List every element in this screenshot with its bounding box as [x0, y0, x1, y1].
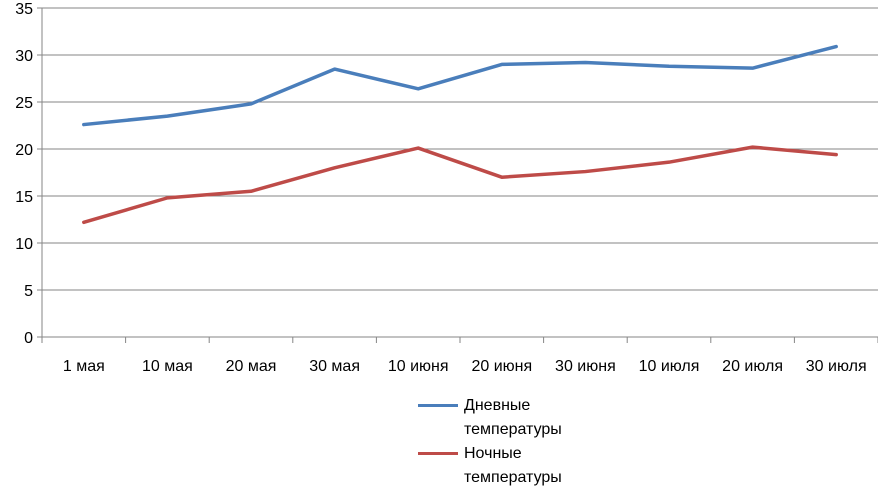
- series-lines: [82, 44, 838, 225]
- gridlines: [42, 7, 878, 291]
- legend-swatch-day: [418, 404, 458, 407]
- legend-swatch-night: [418, 452, 458, 455]
- y-tick-label: 0: [24, 330, 33, 347]
- x-tick-label: 30 мая: [309, 358, 360, 375]
- y-tick-label: 5: [24, 283, 33, 300]
- x-tick-label: 10 июля: [639, 358, 700, 375]
- series-line-night: [82, 145, 838, 225]
- y-tick-label: 25: [15, 95, 33, 112]
- y-tick-label: 35: [15, 1, 33, 18]
- y-tick-label: 15: [15, 189, 33, 206]
- x-tick-label: 1 мая: [63, 358, 105, 375]
- x-tick-labels: 1 мая 10 мая 20 мая 30 мая 10 июня 20 июня 30 …: [63, 358, 867, 375]
- y-tick-label: 30: [15, 48, 33, 65]
- x-tick-label: 20 мая: [226, 358, 277, 375]
- x-tick-label: 10 мая: [142, 358, 193, 375]
- axes: [37, 7, 878, 343]
- x-tick-label: 10 июня: [388, 358, 449, 375]
- y-tick-label: 20: [15, 142, 33, 159]
- series-line-day: [82, 44, 838, 127]
- y-tick-label: 10: [15, 236, 33, 253]
- x-tick-label: 30 июля: [806, 358, 867, 375]
- y-tick-labels: 0 5 10 15 20 25 30 35: [15, 1, 33, 347]
- x-tick-label: 20 июля: [722, 358, 783, 375]
- legend: Дневные температуры Ночные температуры: [418, 394, 618, 490]
- legend-label-night: Ночные температуры: [464, 445, 562, 486]
- x-tick-label: 20 июня: [471, 358, 532, 375]
- legend-item-night: Ночные температуры: [418, 442, 618, 490]
- x-tick-label: 30 июня: [555, 358, 616, 375]
- legend-label-day: Дневные температуры: [464, 397, 562, 438]
- legend-item-day: Дневные температуры: [418, 394, 618, 442]
